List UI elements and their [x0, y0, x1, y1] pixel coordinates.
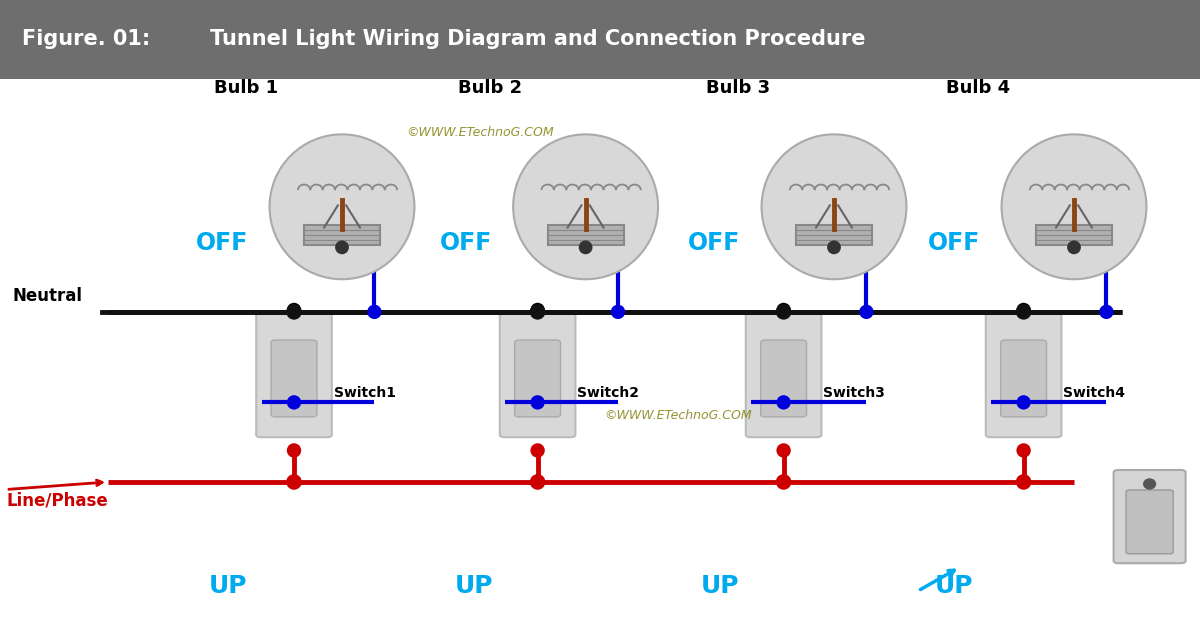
Ellipse shape — [514, 134, 658, 279]
Text: UP: UP — [935, 574, 973, 598]
Text: Bulb 1: Bulb 1 — [214, 79, 278, 97]
Ellipse shape — [1144, 478, 1157, 490]
FancyBboxPatch shape — [304, 225, 380, 245]
Ellipse shape — [762, 134, 906, 279]
Ellipse shape — [335, 241, 349, 255]
Text: UP: UP — [455, 574, 493, 598]
Ellipse shape — [530, 303, 545, 317]
Text: Bulb 2: Bulb 2 — [457, 79, 522, 97]
Ellipse shape — [1016, 444, 1031, 457]
Text: Line/Phase: Line/Phase — [6, 492, 108, 510]
Ellipse shape — [287, 474, 302, 490]
Ellipse shape — [776, 444, 791, 457]
FancyBboxPatch shape — [746, 312, 822, 437]
FancyBboxPatch shape — [761, 340, 806, 417]
Text: Bulb 4: Bulb 4 — [946, 79, 1010, 97]
Ellipse shape — [270, 134, 414, 279]
Ellipse shape — [776, 395, 791, 410]
Ellipse shape — [827, 241, 841, 255]
Ellipse shape — [530, 474, 545, 490]
Ellipse shape — [530, 304, 545, 319]
Text: ©WWW.ETechnoG.COM: ©WWW.ETechnoG.COM — [604, 410, 752, 422]
FancyBboxPatch shape — [515, 340, 560, 417]
Ellipse shape — [611, 305, 625, 319]
Ellipse shape — [776, 303, 791, 317]
Ellipse shape — [1016, 304, 1032, 319]
Ellipse shape — [287, 395, 301, 410]
Text: OFF: OFF — [928, 231, 980, 255]
Ellipse shape — [367, 305, 382, 319]
Ellipse shape — [530, 444, 545, 457]
Ellipse shape — [1067, 241, 1081, 255]
Text: UP: UP — [701, 574, 739, 598]
FancyBboxPatch shape — [796, 225, 872, 245]
Text: ©WWW.ETechnoG.COM: ©WWW.ETechnoG.COM — [406, 126, 554, 139]
Text: Figure. 01:: Figure. 01: — [22, 29, 150, 49]
Ellipse shape — [776, 474, 792, 490]
Text: Switch4: Switch4 — [1063, 386, 1126, 400]
FancyBboxPatch shape — [1001, 340, 1046, 417]
Text: Switch1: Switch1 — [334, 386, 396, 400]
FancyBboxPatch shape — [1126, 490, 1174, 554]
Ellipse shape — [859, 305, 874, 319]
FancyBboxPatch shape — [547, 225, 624, 245]
Text: Switch3: Switch3 — [823, 386, 886, 400]
FancyBboxPatch shape — [271, 340, 317, 417]
Ellipse shape — [1002, 134, 1146, 279]
FancyBboxPatch shape — [257, 312, 331, 437]
Ellipse shape — [287, 304, 302, 319]
Ellipse shape — [1016, 303, 1031, 317]
Text: Tunnel Light Wiring Diagram and Connection Procedure: Tunnel Light Wiring Diagram and Connecti… — [210, 29, 865, 49]
Text: OFF: OFF — [688, 231, 740, 255]
Ellipse shape — [578, 241, 593, 255]
Ellipse shape — [1016, 474, 1032, 490]
Text: OFF: OFF — [439, 231, 492, 255]
Ellipse shape — [1016, 395, 1031, 410]
FancyBboxPatch shape — [0, 0, 1200, 79]
Ellipse shape — [1099, 305, 1114, 319]
Text: Switch2: Switch2 — [577, 386, 640, 400]
Ellipse shape — [776, 304, 792, 319]
FancyBboxPatch shape — [499, 312, 576, 437]
Ellipse shape — [287, 303, 301, 317]
Ellipse shape — [530, 395, 545, 410]
Text: Bulb 3: Bulb 3 — [706, 79, 770, 97]
Ellipse shape — [287, 444, 301, 457]
FancyBboxPatch shape — [1114, 470, 1186, 563]
Text: Neutral: Neutral — [12, 287, 82, 305]
Text: OFF: OFF — [196, 231, 248, 255]
Text: UP: UP — [209, 574, 247, 598]
FancyBboxPatch shape — [1036, 225, 1112, 245]
FancyBboxPatch shape — [986, 312, 1062, 437]
